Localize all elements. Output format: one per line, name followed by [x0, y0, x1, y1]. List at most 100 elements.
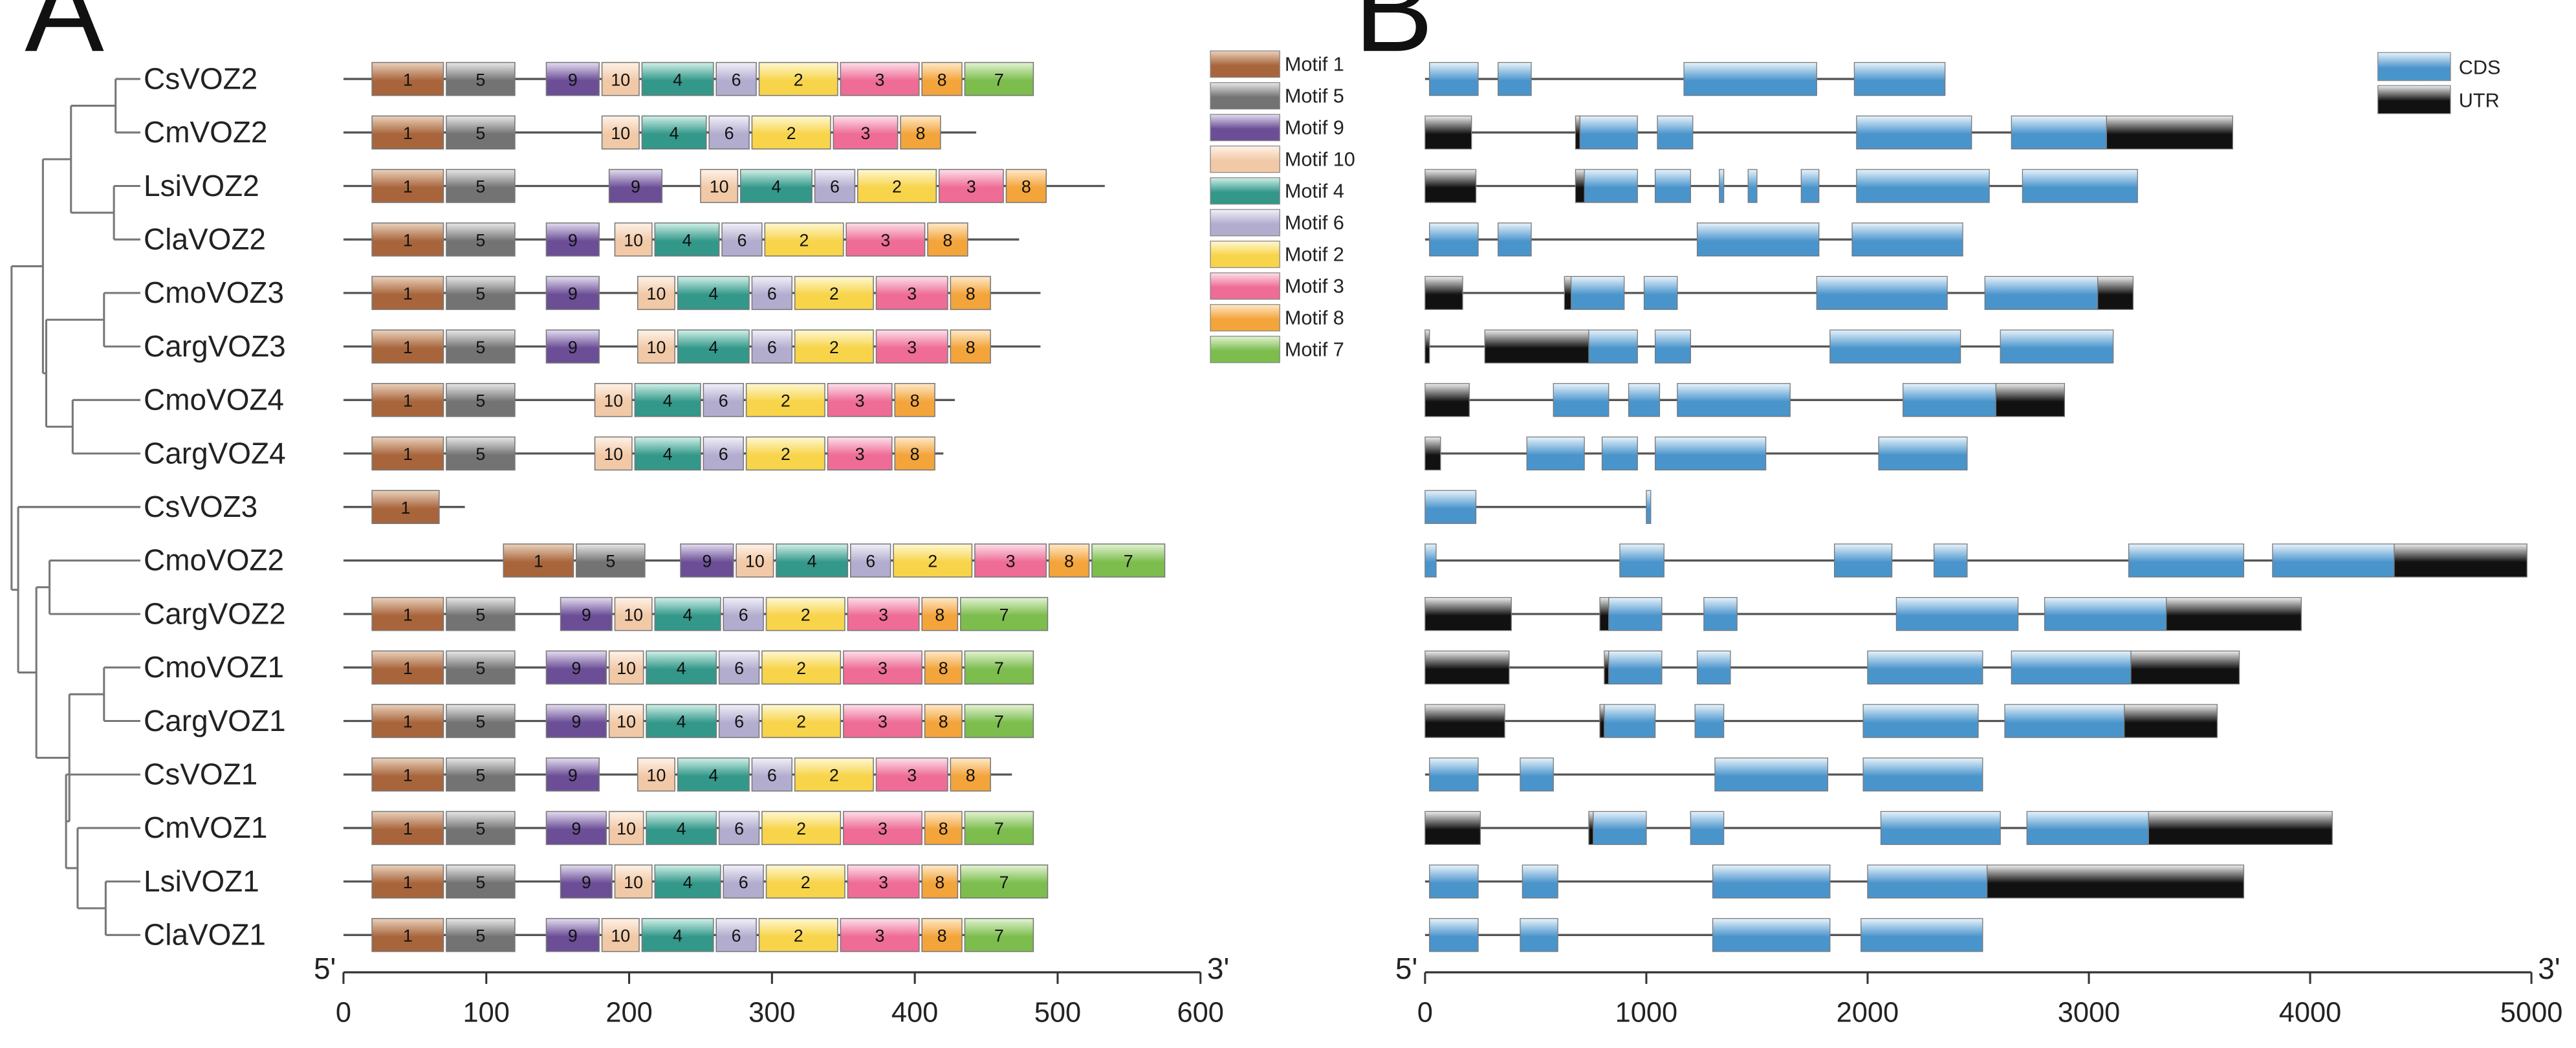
cds-block — [1584, 169, 1638, 203]
utr-block — [1424, 650, 1510, 684]
motif-5-box — [446, 811, 516, 846]
legend-motif-2-swatch — [1210, 241, 1280, 268]
motif-number: 6 — [830, 177, 840, 197]
motif-4-box — [739, 169, 813, 203]
motif-number: 9 — [568, 926, 578, 946]
motif-10-box — [608, 650, 644, 685]
motif-number: 9 — [631, 177, 640, 197]
legend-motif-4-swatch — [1210, 177, 1280, 205]
motif-4-box — [634, 436, 701, 471]
legend-motif-5-label: Motif 5 — [1285, 85, 1344, 107]
motif-10-box — [637, 329, 675, 364]
motif-8-box — [950, 276, 991, 311]
motif-10-box — [700, 169, 739, 203]
utr-block — [2097, 276, 2134, 311]
motif-number: 6 — [739, 873, 748, 892]
motif-9-box — [545, 757, 600, 792]
motif-1-box — [371, 115, 444, 150]
utr-block — [1424, 383, 1470, 417]
structure-row — [1424, 543, 2527, 578]
motif-6-box — [721, 222, 763, 257]
motif-3-box — [840, 61, 920, 96]
cds-block — [2128, 543, 2245, 578]
legend-motif-1-swatch — [1210, 50, 1280, 78]
cds-utr-legend: CDS UTR — [2377, 52, 2501, 115]
cds-block — [1903, 383, 1996, 417]
motif-number: 2 — [794, 926, 803, 946]
motif-1-box — [371, 811, 444, 846]
motif-8-box — [924, 704, 963, 738]
motif-2-box — [758, 61, 838, 96]
motif-number: 4 — [771, 177, 781, 197]
utr-block — [1484, 329, 1589, 364]
motif-6-box — [718, 811, 760, 846]
motif-9-box — [545, 704, 607, 738]
gene-label: ClaVOZ1 — [144, 918, 266, 952]
cds-block — [2011, 650, 2132, 684]
phylogenetic-tree — [10, 78, 140, 936]
cds-block — [2004, 704, 2125, 738]
cds-block — [1429, 61, 1479, 96]
utr-block — [2394, 543, 2527, 578]
motif-5-box — [446, 61, 516, 96]
motif-number: 4 — [682, 230, 692, 250]
motif-number: 3 — [860, 124, 870, 143]
motif-2-box — [758, 918, 838, 952]
axis-tick-label: 5000 — [2500, 998, 2563, 1029]
motif-number: 10 — [710, 177, 729, 197]
cds-block — [1696, 223, 1820, 257]
motif-number: 9 — [702, 552, 712, 571]
motif-number: 9 — [582, 605, 591, 624]
motif-number: 1 — [403, 338, 413, 357]
motif-number: 9 — [568, 284, 578, 303]
axis-tick-label: 200 — [606, 998, 652, 1029]
axis-3prime-label: 3' — [2538, 952, 2560, 985]
motif-number: 5 — [475, 338, 485, 357]
utr-block — [1424, 115, 1472, 149]
motif-4-box — [641, 918, 714, 952]
motif-3-box — [833, 115, 899, 150]
motif-number: 3 — [875, 926, 885, 946]
motif-10-box — [594, 383, 633, 417]
gene-structure-diagram — [1424, 61, 2527, 952]
cds-block — [1424, 543, 1437, 578]
legend-motif-3-swatch — [1210, 272, 1280, 300]
motif-number: 3 — [907, 338, 917, 357]
gene-label: CsVOZ2 — [144, 61, 257, 95]
legend-motif-4-label: Motif 4 — [1285, 180, 1344, 202]
motif-number: 5 — [475, 605, 485, 624]
motif-number: 1 — [403, 873, 413, 892]
axis-tick-label: 400 — [891, 998, 938, 1029]
motif-5-box — [446, 329, 516, 364]
structure-row — [1424, 436, 1968, 471]
motif-6-box — [723, 864, 764, 899]
motif-number: 6 — [719, 391, 728, 411]
motif-8-box — [1048, 543, 1090, 578]
motif-number: 2 — [781, 391, 791, 411]
motif-9-box — [545, 650, 607, 685]
legend-motif-3-label: Motif 3 — [1285, 275, 1344, 297]
motif-7-box — [964, 704, 1034, 738]
legend-cds-label: CDS — [2459, 56, 2501, 78]
motif-number: 8 — [937, 70, 947, 89]
cds-block — [1553, 383, 1610, 417]
motif-number: 7 — [999, 873, 1009, 892]
motif-number: 1 — [403, 124, 413, 143]
motif-6-box — [708, 115, 750, 150]
cds-block — [1429, 864, 1479, 899]
cds-block — [1677, 383, 1791, 417]
axis-tick-label: 2000 — [1837, 998, 1899, 1029]
legend-motif-6-label: Motif 6 — [1285, 212, 1344, 234]
motif-number: 8 — [1021, 177, 1031, 197]
cds-block — [1747, 169, 1758, 203]
legend-utr-label: UTR — [2459, 89, 2500, 111]
motif-number: 3 — [966, 177, 976, 197]
motif-8-box — [924, 811, 963, 846]
motif-number: 6 — [737, 230, 747, 250]
cds-block — [1657, 115, 1694, 149]
motif-8-box — [1005, 169, 1047, 203]
motif-1-box — [371, 918, 444, 952]
motif-number: 10 — [624, 230, 643, 250]
motif-8-box — [950, 757, 991, 792]
axis-tick-label: 300 — [748, 998, 795, 1029]
